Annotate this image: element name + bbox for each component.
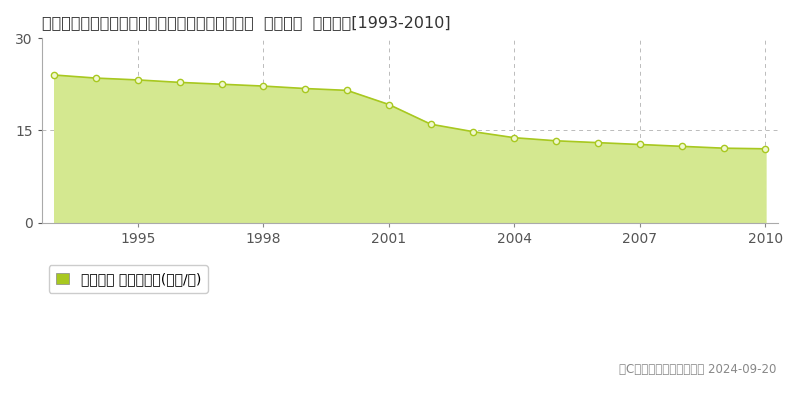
Text: （C）土地価格ドットコム 2024-09-20: （C）土地価格ドットコム 2024-09-20 — [618, 363, 776, 376]
Legend: 公示地価 平均坪単価(万円/坪): 公示地価 平均坪単価(万円/坪) — [49, 265, 208, 293]
Text: 愛知県知多郡南知多町大字豊浜字中之浦２５番外  公示地価  地価推移[1993-2010]: 愛知県知多郡南知多町大字豊浜字中之浦２５番外 公示地価 地価推移[1993-20… — [42, 15, 450, 30]
